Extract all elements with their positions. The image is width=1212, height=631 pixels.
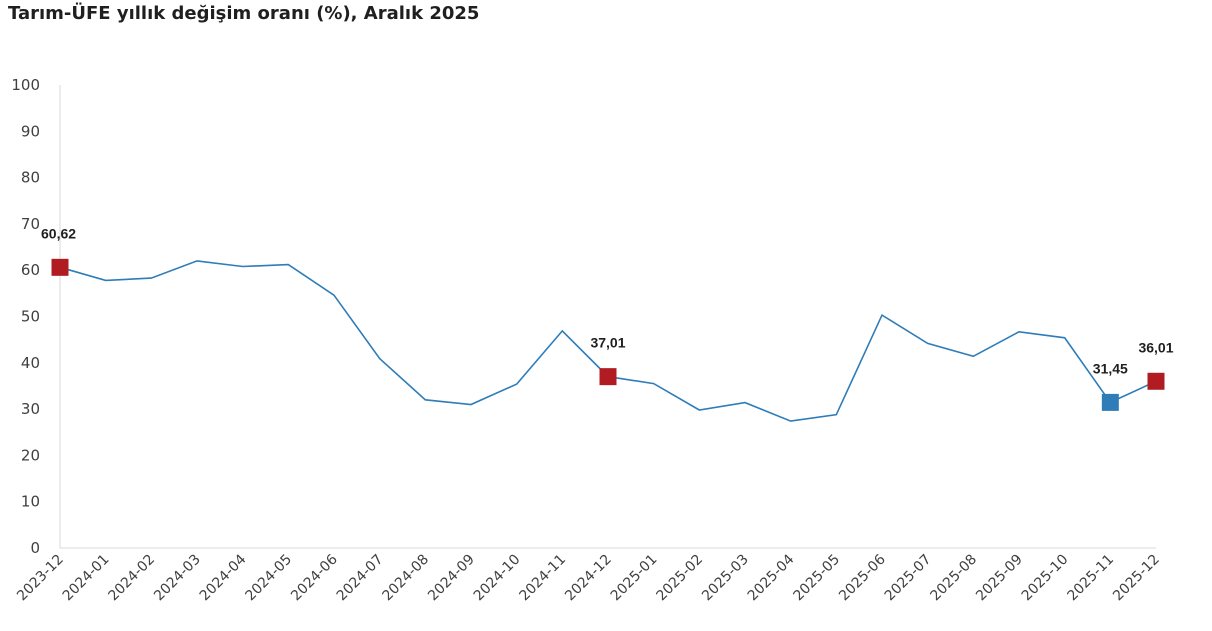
- x-tick-label: 2024-11: [516, 552, 569, 605]
- highlight-marker: [1147, 372, 1165, 390]
- y-tick-label: 70: [21, 215, 40, 233]
- x-tick-label: 2025-07: [882, 552, 935, 605]
- x-tick-label: 2024-03: [151, 552, 204, 605]
- y-tick-label: 90: [21, 122, 40, 140]
- data-label: 37,01: [590, 335, 625, 351]
- y-tick-label: 100: [11, 76, 40, 94]
- highlight-marker: [1101, 393, 1119, 411]
- x-tick-label: 2025-12: [1110, 552, 1163, 605]
- data-label: 36,01: [1138, 339, 1173, 355]
- y-tick-label: 0: [30, 539, 40, 557]
- x-tick-label: 2025-01: [608, 552, 661, 605]
- x-tick-label: 2025-05: [790, 552, 843, 605]
- y-tick-label: 60: [21, 261, 40, 279]
- x-tick-label: 2024-04: [197, 551, 250, 604]
- x-tick-label: 2024-01: [60, 552, 113, 605]
- x-tick-label: 2024-02: [105, 552, 158, 605]
- y-tick-label: 40: [21, 354, 40, 372]
- x-tick-label: 2024-09: [425, 552, 478, 605]
- x-tick-label: 2024-08: [379, 552, 432, 605]
- x-tick-label: 2025-09: [973, 552, 1026, 605]
- x-tick-label: 2024-12: [562, 552, 615, 605]
- y-tick-label: 20: [21, 446, 40, 464]
- x-tick-label: 2024-05: [242, 552, 295, 605]
- highlight-marker: [599, 368, 617, 386]
- x-tick-label: 2024-10: [471, 552, 524, 605]
- x-tick-label: 2023-12: [14, 552, 67, 605]
- x-tick-label: 2025-02: [653, 552, 706, 605]
- x-tick-label: 2025-03: [699, 552, 752, 605]
- data-label: 60,62: [41, 225, 76, 241]
- chart-title: Tarım-ÜFE yıllık değişim oranı (%), Aral…: [8, 3, 480, 24]
- y-tick-label: 80: [21, 169, 40, 187]
- y-tick-label: 50: [21, 308, 40, 326]
- x-tick-label: 2024-06: [288, 551, 341, 604]
- y-tick-label: 10: [21, 493, 40, 511]
- x-tick-label: 2025-04: [745, 551, 798, 604]
- x-axis: 2023-122024-012024-022024-032024-042024-…: [14, 547, 1163, 605]
- y-tick-label: 30: [21, 400, 40, 418]
- x-tick-label: 2025-10: [1019, 552, 1072, 605]
- y-axis: 0 10 20 30 40 50 60 70 80 90 100: [11, 76, 61, 557]
- x-tick-label: 2025-11: [1064, 552, 1117, 605]
- data-label: 31,45: [1093, 360, 1128, 376]
- marker-layer: 60,62 37,01 31,45 36,01: [41, 225, 1174, 411]
- x-tick-label: 2025-06: [836, 551, 889, 604]
- x-tick-label: 2025-08: [927, 552, 980, 605]
- highlight-marker: [51, 258, 69, 276]
- x-tick-label: 2024-07: [334, 552, 387, 605]
